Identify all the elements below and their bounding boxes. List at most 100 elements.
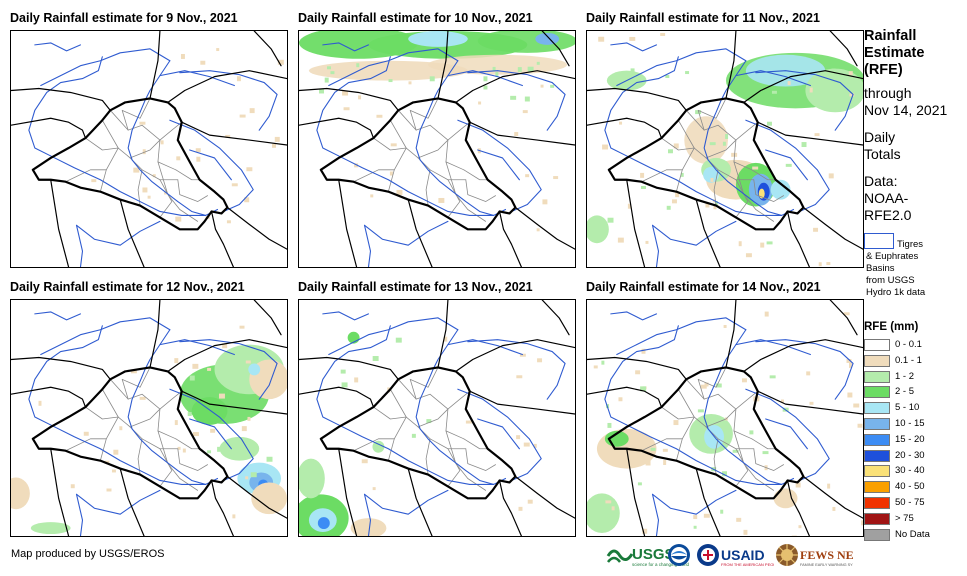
admin-boundary	[677, 119, 755, 181]
country-border	[210, 210, 234, 267]
admin-boundary	[129, 139, 161, 159]
country-border	[11, 87, 111, 111]
map-credit: Map produced by USGS/EROS	[11, 548, 165, 560]
admin-boundary	[697, 98, 727, 131]
river-basin-line	[169, 388, 254, 482]
rainfall-cell	[715, 383, 722, 388]
legend-swatch	[864, 528, 890, 541]
country-border	[743, 70, 863, 103]
admin-boundary	[177, 179, 208, 202]
rainfall-cell	[629, 36, 636, 41]
rainfall-area	[408, 31, 468, 47]
country-border	[695, 198, 721, 267]
country-border	[757, 121, 863, 146]
rainfall-area	[251, 482, 287, 515]
rainfall-cell	[222, 343, 228, 349]
rainfall-cell	[828, 173, 834, 179]
admin-boundary	[735, 390, 759, 410]
rainfall-cell	[673, 420, 679, 426]
admin-boundary	[159, 390, 183, 410]
rainfall-cell	[356, 63, 360, 68]
admin-boundary	[661, 406, 695, 420]
rainfall-area	[30, 522, 71, 535]
rainfall-area	[773, 488, 798, 509]
rainfall-cell	[245, 360, 251, 364]
country-border	[626, 448, 646, 536]
river-basin-line	[616, 48, 747, 87]
river-basin-line	[415, 329, 507, 485]
rainfall-cell	[668, 149, 673, 154]
legend-label: 10 - 15	[895, 418, 925, 429]
rainfall-cell	[537, 358, 543, 363]
rainfall-cell	[635, 370, 641, 375]
fews-net-logo: FEWS NET FAMINE EARLY WARNING SYSTEMS NE…	[775, 542, 853, 568]
rainfall-map	[586, 30, 864, 268]
legend-swatch	[864, 433, 890, 446]
admin-boundary	[713, 438, 719, 475]
country-border	[11, 386, 87, 408]
rainfall-area	[317, 517, 330, 530]
rainfall-cell	[695, 110, 702, 115]
rainfall-cell	[593, 365, 598, 369]
country-border	[725, 31, 737, 100]
rainfall-cell	[196, 156, 201, 162]
rainfall-cell	[354, 377, 359, 383]
country-border	[498, 479, 522, 536]
country-border	[50, 448, 70, 536]
country-border	[407, 198, 433, 267]
rainfall-cell	[769, 375, 776, 379]
rainfall-cell	[444, 336, 448, 342]
admin-boundary	[389, 119, 467, 181]
rainfall-cell	[527, 499, 533, 504]
river-basin-line	[604, 56, 783, 216]
rainfall-cell	[408, 81, 412, 85]
admin-boundary	[641, 169, 683, 183]
rainfall-cell	[221, 380, 228, 384]
admin-boundary	[697, 367, 727, 400]
river-basin-line	[651, 224, 660, 267]
river-basin-line	[159, 70, 235, 87]
rainfall-cell	[680, 172, 684, 177]
rainfall-map	[10, 299, 288, 537]
admin-boundary	[175, 438, 201, 450]
admin-boundary	[65, 169, 107, 183]
admin-boundary	[109, 378, 177, 440]
admin-boundary	[373, 406, 407, 420]
river-basin-line	[735, 339, 811, 356]
rainfall-cell	[637, 482, 642, 486]
legend-label: 30 - 40	[895, 465, 925, 477]
river-basin-line	[75, 493, 84, 536]
river-basin-line	[745, 119, 830, 213]
legend-swatch	[864, 339, 890, 351]
rainfall-cell	[133, 167, 140, 173]
rainfall-cell	[174, 420, 178, 426]
rainfall-cell	[142, 149, 146, 155]
admin-boundary	[713, 169, 719, 206]
rainfall-cell	[605, 500, 612, 504]
rainfall-cell	[826, 262, 831, 266]
country-border	[587, 117, 663, 139]
admin-boundary	[101, 119, 179, 181]
country-border	[299, 87, 399, 111]
rainfall-cell	[771, 90, 777, 94]
country-border	[210, 479, 234, 536]
rainfall-cell	[236, 76, 241, 82]
river-basin-line	[765, 149, 808, 181]
admin-boundary	[751, 438, 777, 450]
country-border	[181, 390, 287, 415]
rainfall-cell	[645, 240, 649, 244]
rainfall-map	[298, 299, 576, 537]
admin-boundary	[661, 137, 695, 151]
rainfall-cell	[249, 108, 255, 114]
rainfall-area	[535, 32, 560, 45]
admin-boundary	[409, 367, 439, 400]
svg-text:FAMINE EARLY WARNING SYSTEMS N: FAMINE EARLY WARNING SYSTEMS NETWORK	[800, 563, 853, 567]
admin-boundary	[121, 367, 151, 400]
admin-boundary	[417, 139, 449, 159]
river-basin-line	[755, 70, 854, 131]
rainfall-cell	[693, 515, 698, 520]
rainfall-cell	[813, 227, 819, 232]
rainfall-cell	[70, 484, 75, 489]
country-border	[498, 210, 522, 267]
rainfall-cell	[787, 81, 791, 86]
